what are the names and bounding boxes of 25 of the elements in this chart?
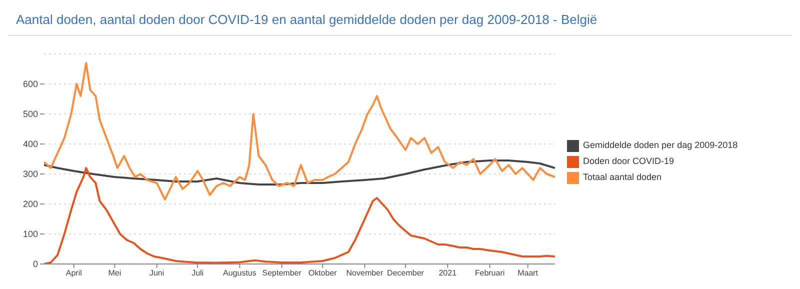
y-tick-label: 100 (22, 229, 38, 240)
x-tick-label: November (346, 268, 384, 278)
x-tick-label: Juli (192, 268, 204, 278)
x-tick-label: Februari (474, 268, 505, 278)
chart-title: Aantal doden, aantal doden door COVID-19 en aantal gemiddelde doden per dag 2009-2018 - België (8, 8, 792, 36)
y-tick-label: 300 (22, 169, 38, 180)
y-tick-label: 200 (22, 199, 38, 210)
x-tick-label: Mei (108, 268, 122, 278)
x-tick-label: 2021 (438, 268, 458, 278)
y-tick-label: 500 (22, 109, 38, 120)
x-tick-label: Juni (149, 268, 164, 278)
x-tick-label: September (262, 268, 302, 278)
x-tick-label: Augustus (223, 268, 256, 278)
y-tick-label: 600 (22, 79, 38, 90)
legend-label: Gemiddelde doden per dag 2009-2018 (583, 140, 738, 150)
line-series (44, 62, 555, 200)
x-tick-label: December (387, 268, 424, 278)
line-series (44, 160, 555, 186)
x-tick-label: Oktober (308, 268, 338, 278)
x-tick-label: April (66, 268, 82, 278)
legend-label: Totaal aantal doden (583, 172, 662, 182)
legend-label: Doden door COVID-19 (583, 156, 674, 166)
y-tick-label: 400 (22, 139, 38, 150)
x-tick-label: Maart (518, 268, 539, 278)
y-tick-label: 0 (32, 259, 38, 270)
